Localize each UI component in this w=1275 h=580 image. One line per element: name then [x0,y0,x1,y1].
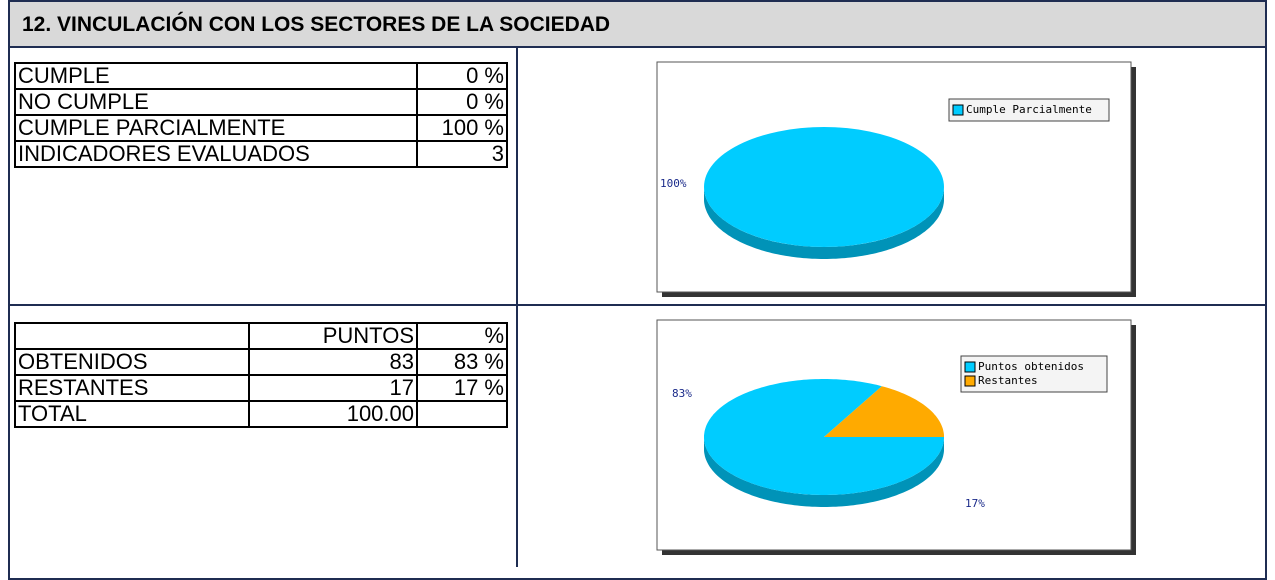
value-label: 100% [660,177,687,190]
section-title: 12. VINCULACIÓN CON LOS SECTORES DE LA S… [8,0,1267,48]
row: TOTAL 100.00 [14,400,508,428]
cell: CUMPLE [14,62,418,90]
points-table: PUNTOS% OBTENIDOS 83 83 % RESTANTES 17 17 % … [14,322,508,428]
cell: TOTAL [14,400,250,428]
legend-box [960,355,1108,393]
row: CUMPLE 0 % [14,62,508,90]
column-divider [516,48,518,567]
pie-slice [824,386,944,437]
legend-label: Puntos obtenidos [978,360,1084,373]
cell: 100.00 [248,400,418,428]
cell: 83 % [416,348,508,376]
cell: CUMPLE PARCIALMENTE [14,114,418,142]
legend-swatch [964,361,976,373]
row: PUNTOS% [14,322,508,350]
legend-swatch [964,375,976,387]
page: 12. VINCULACIÓN CON LOS SECTORES DE LA S… [8,0,1267,580]
cell: RESTANTES [14,374,250,402]
cell: PUNTOS [248,322,418,350]
pie-chart: 100% Cumple Parcialmente [656,61,1136,297]
row-divider [8,304,1267,306]
legend-label: Restantes [978,374,1038,387]
row: NO CUMPLE 0 % [14,88,508,116]
cell: 100 % [416,114,508,142]
legend-box [948,98,1110,122]
cell: NO CUMPLE [14,88,418,116]
legend-swatch [952,104,964,116]
cell: 83 [248,348,418,376]
pie-slice-side [704,437,944,507]
summary-table: CUMPLE 0 % NO CUMPLE 0 % CUMPLE PARCIALMEN… [14,62,508,168]
row: CUMPLE PARCIALMENTE 100 % [14,114,508,142]
pie-slice-side [704,187,944,259]
cell [416,400,508,428]
cell [14,322,250,350]
cell: INDICADORES EVALUADOS [14,140,418,168]
row: OBTENIDOS 83 83 % [14,348,508,376]
cell: % [416,322,508,350]
value-label: 17% [965,497,985,510]
cell: 17 [248,374,418,402]
pie-slice [704,127,944,247]
cell: 0 % [416,62,508,90]
row: RESTANTES 17 17 % [14,374,508,402]
cell: 17 % [416,374,508,402]
cell: 3 [416,140,508,168]
row: INDICADORES EVALUADOS 3 [14,140,508,168]
cell: 0 % [416,88,508,116]
value-label: 83% [672,387,692,400]
cell: OBTENIDOS [14,348,250,376]
legend-label: Cumple Parcialmente [966,103,1092,116]
